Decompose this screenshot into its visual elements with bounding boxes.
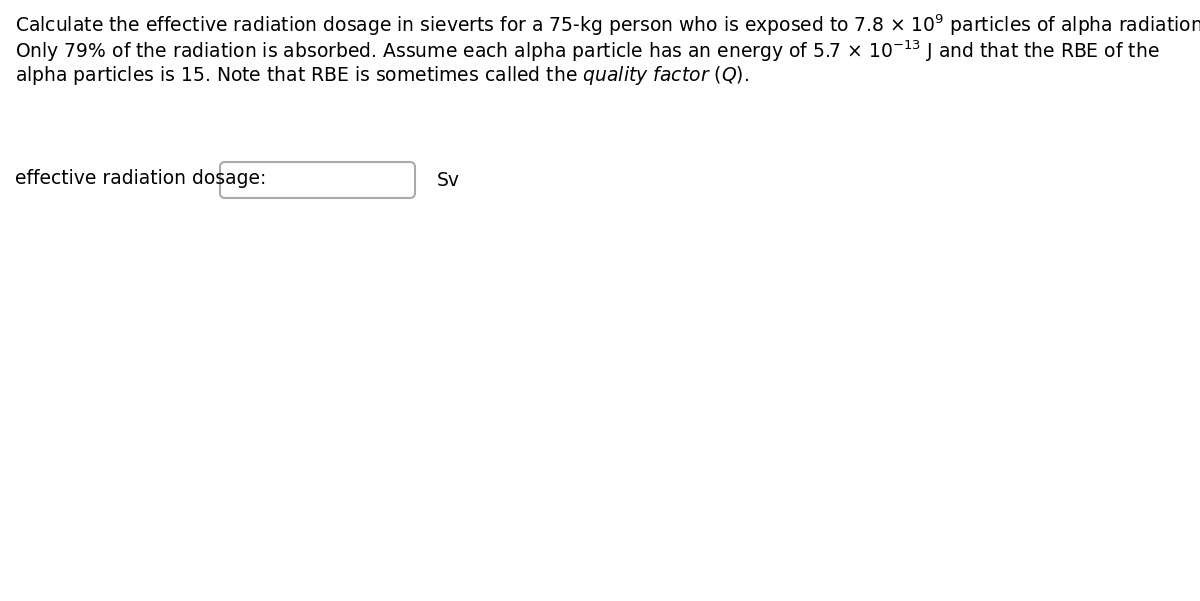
Text: Calculate the effective radiation dosage in sieverts for a 75-kg person who is e: Calculate the effective radiation dosage…: [14, 12, 1200, 37]
Text: Sv: Sv: [437, 171, 460, 189]
Text: Only 79% of the radiation is absorbed. Assume each alpha particle has an energy : Only 79% of the radiation is absorbed. A…: [14, 38, 1159, 64]
Text: effective radiation dosage:: effective radiation dosage:: [14, 168, 266, 188]
FancyBboxPatch shape: [220, 162, 415, 198]
Text: alpha particles is 15. Note that RBE is sometimes called the $\mathit{quality\ f: alpha particles is 15. Note that RBE is …: [14, 64, 749, 87]
